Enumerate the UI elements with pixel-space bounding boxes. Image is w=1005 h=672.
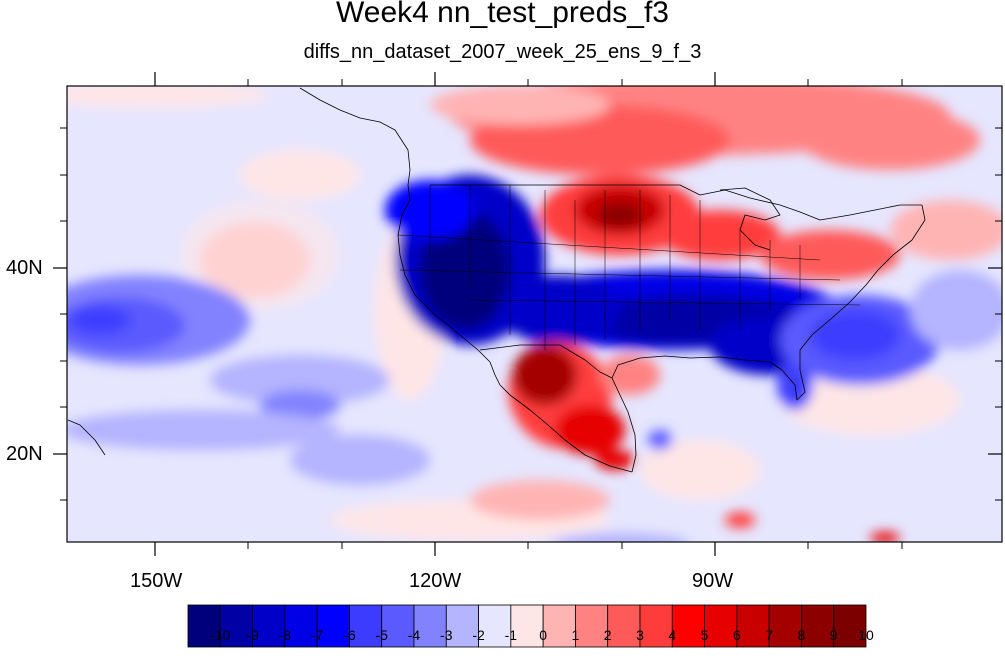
colorbar-tick-label: 9 [829, 627, 838, 643]
colorbar-tick-label: -10 [210, 627, 231, 643]
colorbar-tick-label: -8 [278, 627, 292, 643]
x-ticks [154, 72, 716, 556]
colorbar-swatch [768, 604, 802, 648]
colorbar-tick-label: 7 [765, 627, 774, 643]
colorbar-swatch [187, 604, 221, 648]
colorbar-tick-label: 4 [668, 627, 677, 643]
colorbar-tick-label: 0 [539, 627, 548, 643]
map-field [67, 86, 1002, 542]
colorbar-swatch [542, 604, 576, 648]
colorbar-swatch [575, 604, 609, 648]
colorbar-tick-label: 10 [858, 627, 874, 643]
colorbar-tick-label: 1 [571, 627, 580, 643]
colorbar-swatch [833, 604, 867, 648]
colorbar-tick-label: -6 [343, 627, 356, 643]
colorbar-tick-label: -7 [310, 627, 324, 643]
y-tick-label-40n: 40N [6, 257, 43, 279]
x-tick-label-120w: 120W [409, 570, 462, 592]
colorbar-swatch [445, 604, 479, 648]
field-blobs [67, 86, 1002, 542]
x-minor-ticks [247, 79, 903, 549]
state-borders [397, 185, 861, 350]
colorbar-tick-label: 6 [732, 627, 741, 643]
colorbar-tick-label: -5 [375, 627, 388, 643]
map-title: Week4 nn_test_preds_f3 [335, 0, 669, 29]
colorbar-swatch [349, 604, 383, 648]
colorbar-swatch [671, 604, 705, 648]
colorbar-tick-label: -4 [407, 627, 421, 643]
y-tick-label-20n: 20N [6, 443, 43, 465]
colorbar-swatch [413, 604, 447, 648]
colorbar-swatch [478, 604, 512, 648]
coastlines [67, 87, 926, 473]
colorbar-tick-label: 8 [797, 627, 806, 643]
colorbar-tick-label: 3 [636, 627, 644, 643]
y-ticks [53, 267, 1002, 455]
colorbar-tick-label: -3 [440, 627, 453, 643]
colorbar-swatch [639, 604, 673, 648]
colorbar-tick-label: 2 [603, 627, 612, 643]
colorbar-swatch [284, 604, 318, 648]
colorbar-tick-label: -9 [246, 627, 259, 643]
x-tick-label-150w: 150W [130, 570, 183, 592]
colorbar-swatch [736, 604, 770, 648]
x-tick-label-90w: 90W [692, 570, 734, 592]
colorbar-swatch [801, 604, 835, 648]
colorbar [187, 604, 867, 648]
map-subtitle: diffs_nn_dataset_2007_week_25_ens_9_f_3 [303, 41, 702, 63]
colorbar-tick-label: -2 [472, 627, 485, 643]
y-minor-ticks [60, 127, 1002, 501]
colorbar-tick-label: 5 [700, 627, 709, 643]
colorbar-tick-label: -1 [504, 627, 518, 643]
colorbar-swatch [704, 604, 738, 648]
colorbar-swatch [510, 604, 544, 648]
